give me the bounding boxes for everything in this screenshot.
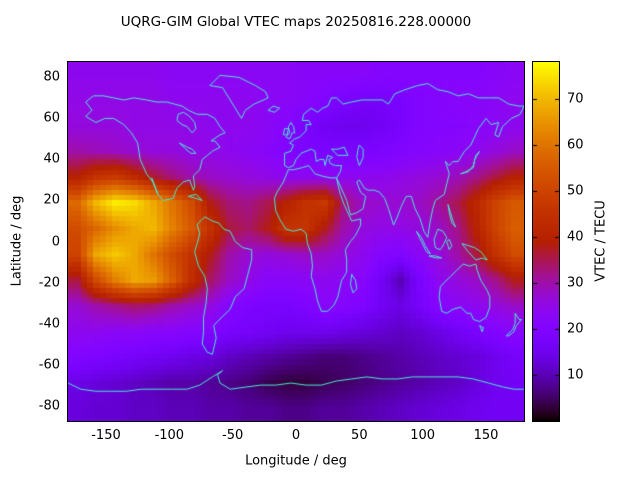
y-tick-label: -20 — [38, 275, 60, 291]
y-tick-label: 60 — [43, 110, 60, 126]
colorbar-tick-label: 60 — [567, 137, 584, 153]
colorbar-tick-label: 20 — [567, 321, 584, 337]
y-tick-label: -40 — [38, 316, 60, 332]
x-tick-label: 0 — [291, 428, 301, 443]
chart-title: UQRG-GIM Global VTEC maps 20250816.228.0… — [120, 14, 472, 30]
vtec-heatmap-canvas — [67, 61, 525, 422]
y-axis-label: Latitude / deg — [9, 195, 25, 287]
x-tick-label: 100 — [410, 428, 436, 443]
colorbar-tick-label: 70 — [567, 91, 584, 107]
y-tick-label: 80 — [43, 69, 60, 85]
x-tick-label: -100 — [154, 428, 185, 443]
colorbar-tick-label: 40 — [567, 229, 584, 245]
x-tick-label: -50 — [222, 428, 244, 443]
x-tick-label: -150 — [91, 428, 121, 443]
y-tick-label: -80 — [38, 398, 60, 414]
y-tick-label: -60 — [38, 357, 60, 373]
y-tick-label: 20 — [43, 192, 60, 208]
x-tick-label: 150 — [473, 428, 499, 443]
colorbar-label: VTEC / TECU — [593, 200, 609, 282]
x-tick-label: 50 — [351, 428, 368, 443]
colorbar-tick-label: 50 — [567, 183, 584, 199]
y-tick-label: 40 — [43, 151, 60, 167]
x-axis-label: Longitude / deg — [245, 453, 347, 469]
y-tick-label: 0 — [51, 234, 60, 249]
colorbar-tick-label: 30 — [567, 275, 584, 291]
colorbar-canvas — [532, 61, 560, 422]
colorbar-tick-label: 10 — [567, 367, 584, 383]
